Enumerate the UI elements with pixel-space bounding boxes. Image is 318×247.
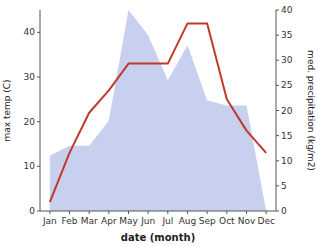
x-tick-label: Sep: [199, 216, 216, 226]
x-tick-label: Aug: [179, 216, 197, 226]
y2-tick-label: 15: [281, 131, 292, 141]
x-tick: [69, 211, 70, 214]
x-axis-line: [40, 211, 276, 212]
y-tick-label: 40: [24, 27, 36, 37]
y2-tick: [276, 160, 279, 161]
x-tick-label: May: [119, 216, 138, 226]
y2-tick: [276, 211, 279, 212]
x-tick-label: Mar: [81, 216, 98, 226]
y2-tick-label: 0: [281, 206, 287, 216]
y-tick: [37, 166, 40, 167]
x-tick-label: Apr: [101, 216, 117, 226]
x-tick-label: Jun: [140, 216, 155, 226]
x-tick-label: Oct: [219, 216, 235, 226]
y-tick: [37, 77, 40, 78]
y2-tick: [276, 135, 279, 136]
x-tick: [226, 211, 227, 214]
x-tick: [108, 211, 109, 214]
y2-tick: [276, 85, 279, 86]
y2-tick-label: 30: [281, 55, 293, 65]
y-axis-line: [40, 10, 41, 211]
y2-tick-label: 40: [281, 5, 293, 15]
y2-tick: [276, 10, 279, 11]
y-tick: [37, 121, 40, 122]
y2-tick-label: 5: [281, 181, 287, 191]
y-tick-label: 0: [29, 206, 35, 216]
x-tick-label: Feb: [62, 216, 78, 226]
x-tick-label: Jan: [42, 216, 57, 226]
y2-tick: [276, 60, 279, 61]
y2-tick: [276, 185, 279, 186]
y2-tick: [276, 110, 279, 111]
y-tick-label: 10: [24, 161, 36, 171]
x-tick: [49, 211, 50, 214]
y2-tick: [276, 35, 279, 36]
x-tick: [89, 211, 90, 214]
x-tick: [128, 211, 129, 214]
temperature-line: [50, 23, 266, 202]
x-tick-label: Nov: [238, 216, 256, 226]
x-tick-label: Dec: [257, 216, 274, 226]
y2-axis-label: med. precipitation (kg/m2): [306, 50, 316, 171]
x-axis-label: date (month): [121, 232, 195, 243]
plot-area: [50, 10, 266, 211]
chart-svg: Jan FebMarAprMayJun Jul AugSepOctNovDec date…: [0, 0, 318, 247]
y-tick: [37, 211, 40, 212]
x-tick: [187, 211, 188, 214]
x-tick: [167, 211, 168, 214]
x-tick: [246, 211, 247, 214]
y-tick-label: 20: [24, 117, 36, 127]
y2-tick-label: 35: [281, 30, 292, 40]
precipitation-area: [50, 10, 266, 211]
y-axis-label: max temp (C): [2, 79, 12, 141]
y-tick-label: 30: [24, 72, 36, 82]
y2-tick-label: 20: [281, 106, 293, 116]
y2-tick-label: 10: [281, 156, 293, 166]
x-tick: [207, 211, 208, 214]
y-tick: [37, 32, 40, 33]
x-tick-label: Jul: [161, 216, 173, 226]
y2-tick-label: 25: [281, 80, 292, 90]
chart-container: Jan FebMarAprMayJun Jul AugSepOctNovDec date…: [0, 0, 318, 247]
x-tick: [148, 211, 149, 214]
x-tick: [266, 211, 267, 214]
